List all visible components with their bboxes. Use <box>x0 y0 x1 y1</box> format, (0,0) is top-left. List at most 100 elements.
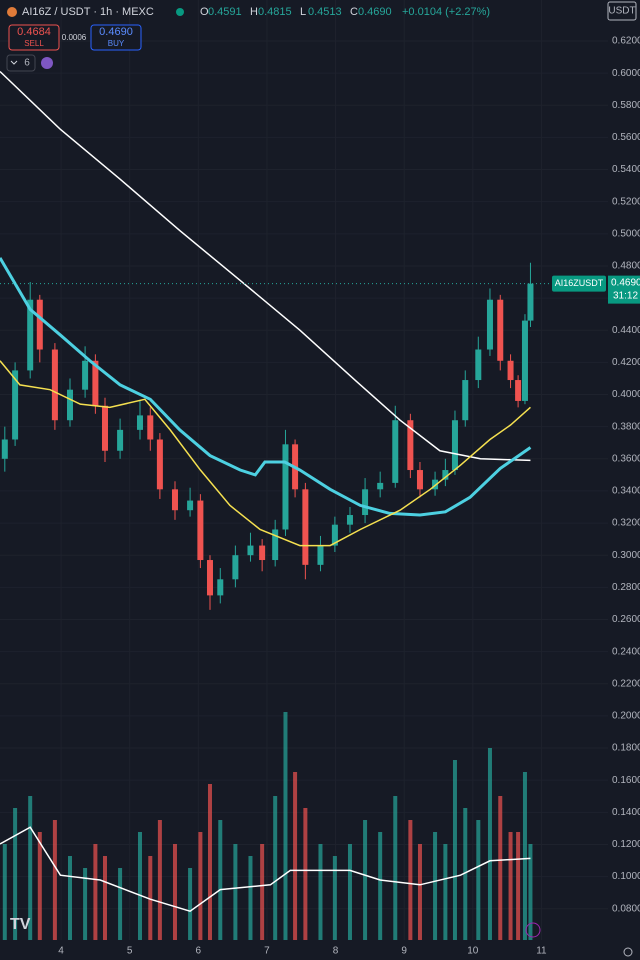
candle-body <box>407 420 414 471</box>
candle-body <box>527 283 534 321</box>
candle-body <box>1 439 8 459</box>
candle-body <box>101 405 108 451</box>
moving-average <box>0 70 531 462</box>
y-tick-label: 0.4400 <box>612 325 640 336</box>
y-tick-label: 0.5200 <box>612 196 640 207</box>
ohlc-key: L <box>300 6 306 18</box>
y-tick-label: 0.4200 <box>612 357 640 368</box>
y-tick-label: 0.6200 <box>612 36 640 47</box>
candle-body <box>217 579 224 596</box>
volume-bar <box>233 844 238 940</box>
volume-bar <box>83 868 88 940</box>
y-tick-label: 0.1000 <box>612 871 640 882</box>
candle-body <box>416 470 423 490</box>
volume-bar <box>102 856 107 940</box>
plot <box>0 70 608 940</box>
y-tick-label: 0.0800 <box>612 903 640 914</box>
y-tick-label: 0.3400 <box>612 486 640 497</box>
volume-bar <box>393 796 398 940</box>
volume-bar <box>378 832 383 940</box>
y-tick-label: 0.5400 <box>612 164 640 175</box>
candle-body <box>197 500 204 561</box>
y-tick-label: 0.2400 <box>612 646 640 657</box>
volume-bar <box>463 808 468 940</box>
logo: TV <box>10 916 31 933</box>
volume-bar <box>218 820 223 940</box>
volume-bar <box>318 844 323 940</box>
volume-bar <box>37 832 42 940</box>
candle-body <box>486 299 493 350</box>
candle-body <box>66 389 73 421</box>
candle-body <box>92 360 99 406</box>
candle-body <box>515 380 522 401</box>
y-tick-label: 0.3600 <box>612 453 640 464</box>
volume-bar <box>452 760 457 940</box>
countdown: 31:12 <box>613 290 638 301</box>
volume-bar <box>13 808 18 940</box>
sell-label: SELL <box>24 39 44 48</box>
y-tick-label: 0.4800 <box>612 261 640 272</box>
ohlc-key: C <box>350 6 358 18</box>
y-tick-label: 0.2800 <box>612 582 640 593</box>
y-tick-label: 0.3800 <box>612 421 640 432</box>
candle-body <box>136 415 143 430</box>
candle-body <box>232 555 239 580</box>
candle-body <box>377 482 384 490</box>
volume-bar <box>137 832 142 940</box>
volume-bar <box>487 748 492 940</box>
ohlc-value: 0.4513 <box>308 6 342 18</box>
volume-bar <box>172 844 177 940</box>
candle-body <box>12 370 19 440</box>
indicator-toggle[interactable] <box>6 54 36 72</box>
candle-body <box>346 515 353 525</box>
y-tick-label: 0.5600 <box>612 132 640 143</box>
x-tick-label: 10 <box>467 946 479 957</box>
x-tick-label: 7 <box>264 946 270 957</box>
volume-bar <box>433 832 438 940</box>
volume-bar <box>283 712 288 940</box>
volume-bar <box>408 820 413 940</box>
candle-body <box>331 524 338 546</box>
y-tick-label: 0.1400 <box>612 807 640 818</box>
volume-bar <box>52 820 57 940</box>
y-tick-label: 0.1200 <box>612 839 640 850</box>
x-tick-label: 11 <box>536 946 547 957</box>
candle-body <box>259 545 266 561</box>
candle-body <box>442 470 449 480</box>
volume-bar <box>248 856 253 940</box>
x-tick-label: 8 <box>333 946 339 957</box>
candle-body <box>247 545 254 556</box>
candle-body <box>147 415 154 440</box>
y-tick-label: 0.4000 <box>612 389 640 400</box>
volume-bar <box>528 844 533 940</box>
moving-average <box>0 360 531 547</box>
symbol: AI16Z / USDT · 1h · MEXC <box>22 6 154 18</box>
volume-bar <box>273 796 278 940</box>
buy-price: 0.4690 <box>99 26 133 38</box>
chevron <box>10 60 18 65</box>
candle-body <box>206 560 213 596</box>
buy-label: BUY <box>108 39 125 48</box>
sell-button[interactable] <box>8 24 60 51</box>
volume-bar <box>347 844 352 940</box>
flash-icon[interactable] <box>525 922 541 938</box>
y-tick-label: 0.5800 <box>612 100 640 111</box>
volume-bar <box>498 796 503 940</box>
volume-bar <box>198 832 203 940</box>
settings-icon[interactable] <box>623 947 633 957</box>
volume-bar <box>93 844 98 940</box>
status-dot <box>176 8 184 16</box>
buy-button[interactable] <box>90 24 142 51</box>
candle-body <box>451 420 458 471</box>
x-tick-label: 6 <box>196 946 202 957</box>
y-tick-label: 0.1600 <box>612 775 640 786</box>
candle-body <box>462 380 469 421</box>
ohlc-value: 0.4591 <box>208 6 242 18</box>
volume-bar <box>303 808 308 940</box>
volume-ma <box>0 826 531 913</box>
volume-bar <box>148 856 153 940</box>
price-tag <box>608 275 640 304</box>
x-tick-label: 4 <box>58 946 64 957</box>
